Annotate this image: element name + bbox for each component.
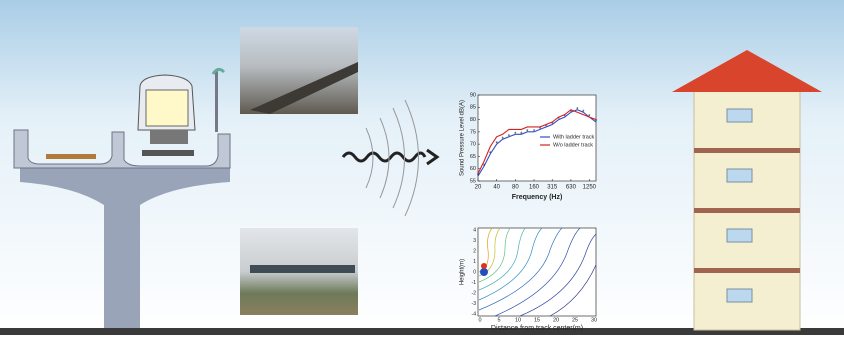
x-tick-label: 30 <box>591 317 597 323</box>
x-tick-label: 20 <box>475 185 482 191</box>
x-tick-label: 25 <box>572 317 578 323</box>
y-tick-label: 55 <box>470 178 476 184</box>
x-tick-label: 20 <box>553 317 559 323</box>
x-tick-label: 1250 <box>583 185 597 191</box>
legend-label: With ladder track <box>553 134 595 140</box>
x-tick-label: 10 <box>515 317 521 323</box>
y-tick-label: 2 <box>473 248 476 254</box>
y-tick-label: 65 <box>470 154 476 160</box>
y-tick-label: 70 <box>470 142 476 148</box>
y-tick-label: -1 <box>472 280 477 286</box>
building <box>672 50 822 330</box>
y-tick-label: 85 <box>470 105 476 111</box>
contour-chart: Height(m) Distance from track center(m) … <box>460 227 597 332</box>
x-tick-label: 80 <box>512 185 519 191</box>
x-tick-label: 0 <box>478 317 481 323</box>
photo-detail <box>250 265 355 273</box>
x-tick-label: 160 <box>529 185 540 191</box>
x-tick-label: 315 <box>547 185 558 191</box>
y-tick-label: 80 <box>470 117 476 123</box>
x-tick-label: 40 <box>493 185 500 191</box>
y-tick-label: 60 <box>470 166 476 172</box>
y-tick-label: -4 <box>472 311 477 317</box>
x-axis-label: Frequency (Hz) <box>512 194 563 201</box>
y-tick-label: 0 <box>473 269 476 275</box>
y-axis-label: Sound Pressure Level dB(A) <box>460 100 466 176</box>
x-tick-label: 15 <box>534 317 540 323</box>
scene: Sound Pressure Level dB(A) Frequency (Hz… <box>0 0 844 335</box>
x-axis-label: Distance from track center(m) <box>491 325 583 332</box>
y-tick-label: 4 <box>473 227 476 233</box>
y-tick-label: 75 <box>470 129 476 135</box>
y-tick-label: -3 <box>472 301 477 307</box>
legend-label: W/o ladder track <box>553 142 593 148</box>
y-tick-label: 1 <box>473 259 476 265</box>
y-tick-label: 3 <box>473 238 476 244</box>
x-tick-label: 5 <box>497 317 500 323</box>
y-tick-label: -2 <box>472 290 477 296</box>
y-axis-label: Height(m) <box>460 259 466 285</box>
x-tick-label: 630 <box>566 185 577 191</box>
y-tick-label: 90 <box>470 92 476 98</box>
